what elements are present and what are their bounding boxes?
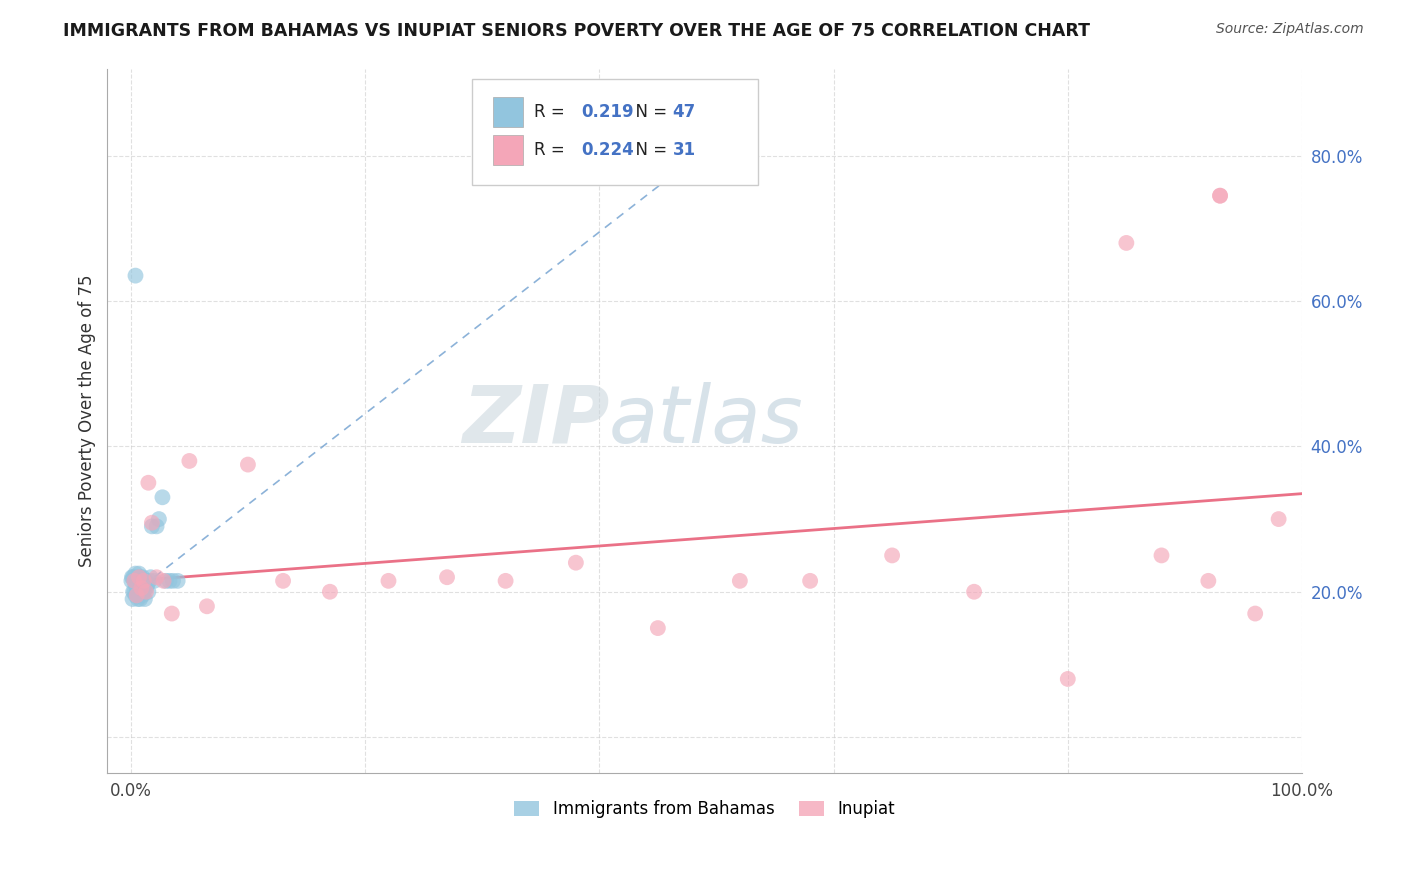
Point	[131, 577, 153, 591]
Point	[132, 584, 155, 599]
Point	[141, 519, 163, 533]
Point	[155, 574, 177, 588]
Point	[799, 574, 821, 588]
Point	[125, 574, 148, 588]
Point	[125, 584, 148, 599]
Point	[319, 584, 342, 599]
Point	[152, 490, 174, 504]
Point	[131, 584, 153, 599]
Point	[129, 592, 152, 607]
Point	[143, 574, 166, 588]
Point	[728, 574, 751, 588]
Point	[132, 574, 155, 588]
Point	[127, 592, 149, 607]
Point	[179, 454, 201, 468]
Text: 47: 47	[672, 103, 696, 121]
Point	[647, 621, 669, 635]
Point	[124, 584, 146, 599]
Point	[152, 574, 174, 588]
Point	[131, 588, 153, 602]
Point	[138, 584, 160, 599]
Point	[128, 570, 150, 584]
Point	[141, 516, 163, 530]
Point	[124, 574, 146, 588]
Point	[1056, 672, 1078, 686]
Text: N =: N =	[624, 103, 672, 121]
Point	[122, 584, 145, 599]
Point	[138, 475, 160, 490]
Text: ZIP: ZIP	[461, 382, 609, 460]
Point	[125, 577, 148, 591]
Legend: Immigrants from Bahamas, Inupiat: Immigrants from Bahamas, Inupiat	[508, 794, 901, 825]
Point	[159, 574, 181, 588]
Point	[1115, 235, 1137, 250]
Point	[127, 574, 149, 588]
Point	[135, 581, 157, 595]
Text: R =: R =	[534, 103, 569, 121]
Point	[963, 584, 986, 599]
Point	[124, 577, 146, 591]
Point	[122, 570, 145, 584]
Point	[128, 584, 150, 599]
Point	[127, 581, 149, 595]
Point	[166, 574, 188, 588]
Point	[1150, 549, 1173, 563]
Point	[236, 458, 259, 472]
Point	[195, 599, 218, 614]
Point	[121, 592, 143, 607]
Point	[129, 581, 152, 595]
Point	[145, 519, 167, 533]
Point	[120, 574, 142, 588]
Point	[145, 570, 167, 584]
Text: 0.224: 0.224	[582, 141, 634, 160]
Text: IMMIGRANTS FROM BAHAMAS VS INUPIAT SENIORS POVERTY OVER THE AGE OF 75 CORRELATIO: IMMIGRANTS FROM BAHAMAS VS INUPIAT SENIO…	[63, 22, 1090, 40]
Point	[135, 584, 157, 599]
Point	[134, 577, 156, 591]
Point	[1209, 188, 1232, 202]
Point	[124, 566, 146, 581]
Point	[132, 574, 155, 588]
Point	[1209, 188, 1232, 202]
Text: 0.219: 0.219	[582, 103, 634, 121]
Point	[138, 574, 160, 588]
Point	[135, 574, 157, 588]
FancyBboxPatch shape	[472, 79, 758, 185]
Point	[136, 577, 159, 591]
Point	[124, 268, 146, 283]
Text: N =: N =	[624, 141, 672, 160]
Point	[131, 570, 153, 584]
Point	[1244, 607, 1267, 621]
Point	[1267, 512, 1289, 526]
Point	[148, 512, 170, 526]
Text: 31: 31	[672, 141, 696, 160]
Text: Source: ZipAtlas.com: Source: ZipAtlas.com	[1216, 22, 1364, 37]
Point	[139, 570, 162, 584]
Text: atlas: atlas	[609, 382, 804, 460]
Point	[121, 570, 143, 584]
Point	[271, 574, 294, 588]
Point	[565, 556, 588, 570]
Point	[125, 570, 148, 584]
Point	[134, 592, 156, 607]
Point	[128, 566, 150, 581]
Point	[436, 570, 458, 584]
Point	[160, 607, 183, 621]
FancyBboxPatch shape	[494, 97, 523, 127]
Point	[131, 574, 153, 588]
Point	[128, 577, 150, 591]
Point	[131, 581, 153, 595]
Point	[129, 570, 152, 584]
FancyBboxPatch shape	[494, 136, 523, 165]
Point	[377, 574, 399, 588]
Point	[124, 574, 146, 588]
Point	[495, 574, 517, 588]
Point	[882, 549, 904, 563]
Point	[125, 588, 148, 602]
Text: R =: R =	[534, 141, 569, 160]
Point	[124, 588, 146, 602]
Y-axis label: Seniors Poverty Over the Age of 75: Seniors Poverty Over the Age of 75	[79, 275, 96, 567]
Point	[162, 574, 184, 588]
Point	[1197, 574, 1219, 588]
